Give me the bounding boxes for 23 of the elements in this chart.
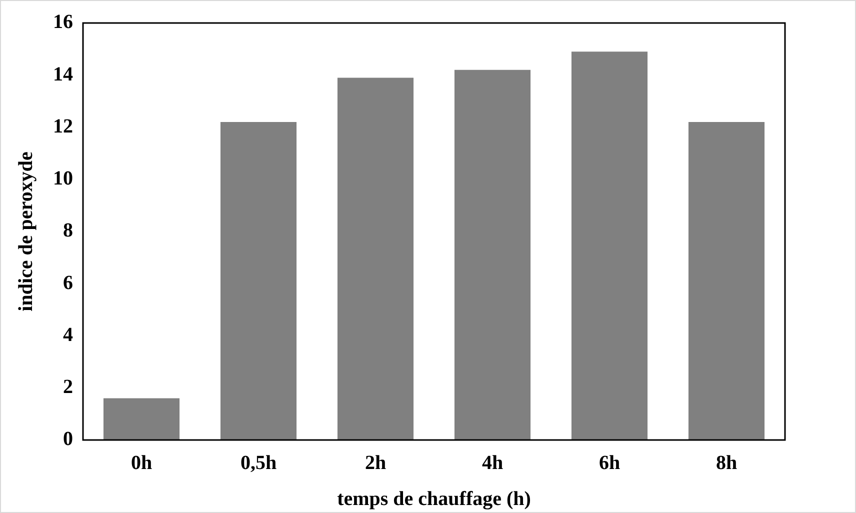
- y-axis-title: indice de peroxyde: [15, 152, 38, 312]
- x-tick-label: 8h: [716, 452, 738, 474]
- bar: [454, 70, 531, 440]
- y-tick-label: 6: [63, 272, 73, 294]
- x-tick-label: 2h: [364, 452, 386, 474]
- bar: [103, 398, 180, 440]
- y-tick-label: 4: [63, 324, 73, 346]
- y-tick-label: 0: [63, 428, 73, 450]
- y-tick-label: 10: [53, 168, 73, 190]
- x-tick-label: 0,5h: [240, 452, 277, 474]
- y-tick-label: 14: [53, 63, 73, 86]
- x-tick-label: 4h: [482, 452, 504, 474]
- x-axis-title: temps de chauffage (h): [337, 488, 531, 510]
- bar: [688, 122, 765, 440]
- y-tick-label: 8: [63, 220, 73, 242]
- bar: [571, 52, 648, 440]
- bar: [220, 122, 297, 440]
- y-tick-label: 16: [53, 11, 73, 34]
- bar: [337, 78, 414, 440]
- y-tick-label: 12: [53, 115, 73, 138]
- y-tick-label: 2: [63, 376, 73, 398]
- x-tick-label: 6h: [598, 452, 620, 474]
- x-tick-label: 0h: [130, 452, 152, 474]
